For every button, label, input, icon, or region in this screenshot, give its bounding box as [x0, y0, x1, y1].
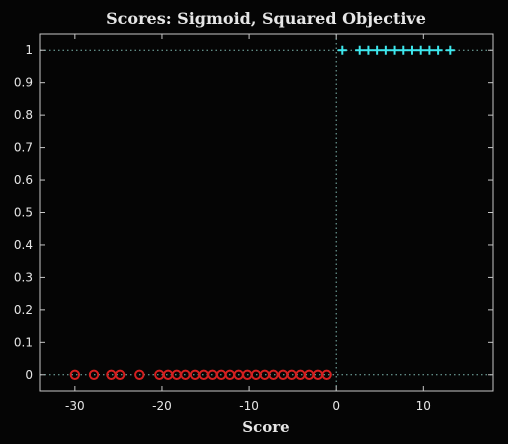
x-tick-label: -10 [239, 399, 259, 413]
data-point-plus [363, 45, 373, 55]
reference-lines [40, 34, 493, 391]
data-point-plus [424, 45, 434, 55]
y-tick-label: 0.8 [14, 108, 33, 122]
data-point-circle [134, 369, 145, 380]
y-tick-label: 0.3 [14, 270, 33, 284]
y-tick-label: 0.9 [14, 76, 33, 90]
data-point-plus [337, 45, 347, 55]
data-point-circle [114, 369, 126, 380]
data-point-plus [381, 45, 391, 55]
y-tick-label: 0.6 [14, 173, 33, 187]
y-tick-label: 0 [25, 368, 33, 382]
x-axis-label: Score [242, 418, 289, 436]
data-point-circle [268, 369, 279, 380]
data-point-circle [69, 369, 81, 380]
y-tick-label: 0.2 [14, 303, 33, 317]
x-tick-label: -30 [65, 399, 85, 413]
x-axis: -30 -20 -10 0 10 [65, 34, 431, 413]
y-tick-label: 0.5 [14, 206, 33, 220]
data-point-circle [180, 369, 191, 380]
data-point-plus [407, 45, 417, 55]
data-point-plus [433, 45, 443, 55]
x-tick-label: 10 [416, 399, 431, 413]
y-tick-label: 0.1 [14, 335, 33, 349]
y-tick-label: 1 [25, 43, 33, 57]
x-tick-label: 0 [332, 399, 340, 413]
data-point-circle [88, 369, 100, 380]
y-axis: 0 0.1 0.2 0.3 0.4 0.5 0.6 0.7 0.8 0.9 1 [14, 43, 493, 382]
data-point-plus [390, 45, 400, 55]
y-tick-label: 0.4 [14, 238, 33, 252]
chart-title: Scores: Sigmoid, Squared Objective [106, 9, 426, 28]
x-tick-label: -20 [152, 399, 172, 413]
data-point-plus [398, 45, 408, 55]
data-point-circle [321, 369, 332, 380]
y-tick-label: 0.7 [14, 141, 33, 155]
data-point-plus [355, 45, 365, 55]
data-point-plus [372, 45, 382, 55]
data-point-plus [416, 45, 426, 55]
data-points [69, 45, 455, 380]
data-point-plus [445, 45, 455, 55]
plot-frame [39, 33, 494, 392]
